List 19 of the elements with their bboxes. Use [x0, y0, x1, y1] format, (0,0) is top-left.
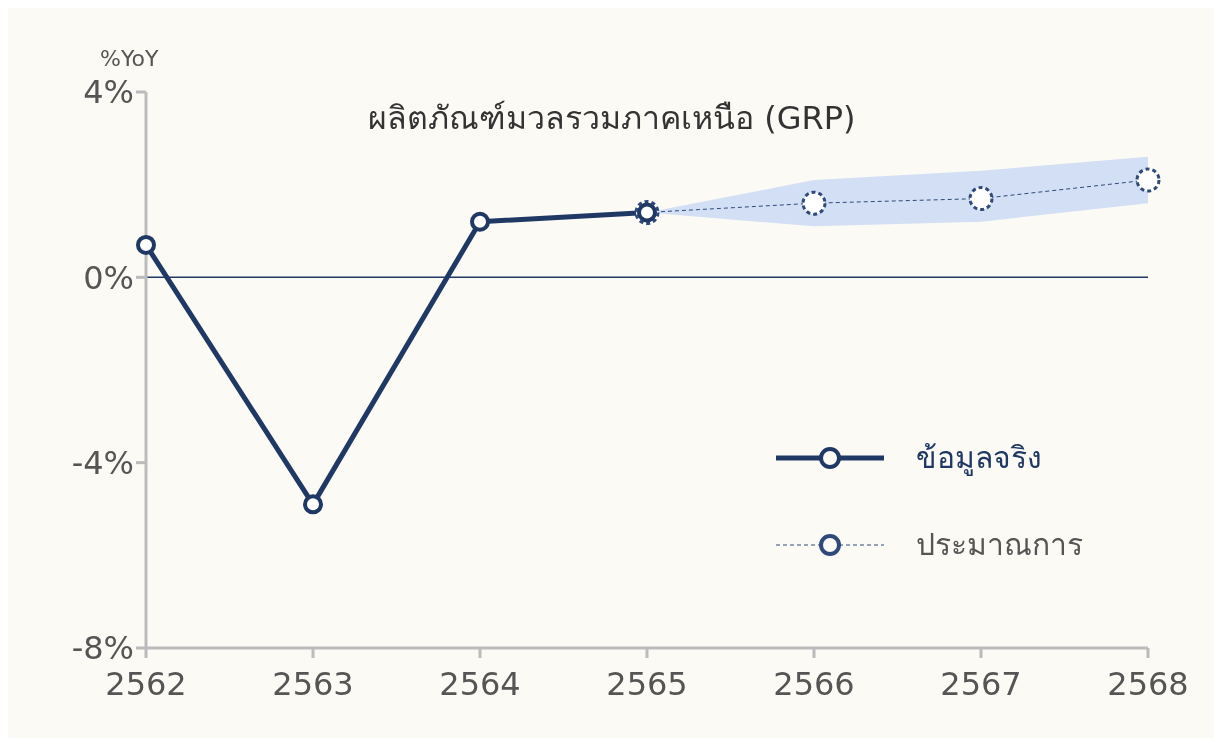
- point: [1135, 167, 1161, 193]
- point: [470, 211, 490, 232]
- y-tick-label: 0%: [83, 258, 134, 297]
- x-tick-label: 2565: [606, 664, 688, 703]
- y-axis-title: %YoY: [100, 46, 159, 71]
- x-tick-label: 2567: [940, 664, 1022, 703]
- point: [801, 190, 827, 216]
- legend-label: ประมาณการ: [916, 526, 1083, 564]
- x-tick-label: 2563: [272, 664, 354, 703]
- legend-label: ข้อมูลจริง: [916, 439, 1042, 478]
- x-tick-label: 2566: [773, 664, 855, 703]
- x-tick-label: 2564: [439, 664, 521, 703]
- point: [968, 186, 994, 212]
- y-tick-label: 4%: [83, 73, 134, 112]
- x-tick-label: 2568: [1107, 664, 1189, 703]
- chart-title: ผลิตภัณฑ์มวลรวมภาคเหนือ (GRP): [368, 98, 856, 139]
- point: [136, 234, 156, 255]
- y-tick-label: -4%: [71, 444, 134, 483]
- point: [303, 494, 323, 515]
